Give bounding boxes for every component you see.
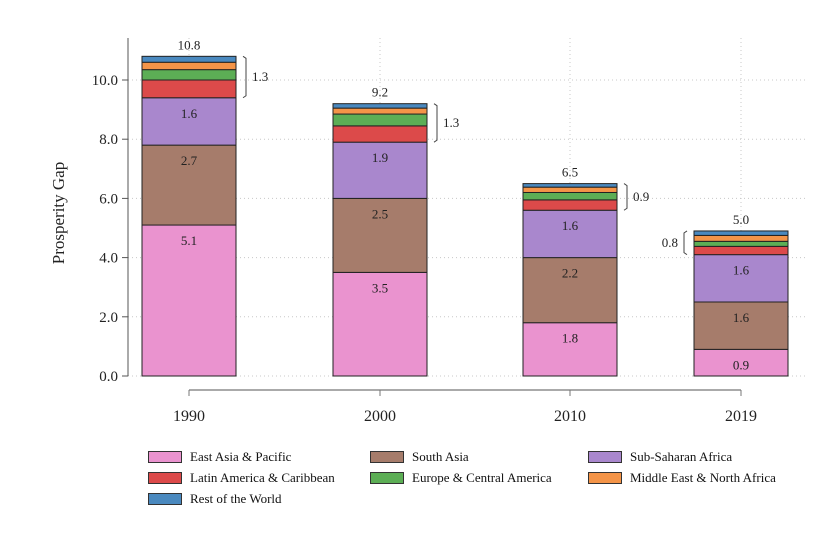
segment-label: 0.9	[733, 357, 749, 372]
bar-segment	[693, 234, 789, 242]
segment-label: 2.2	[562, 266, 578, 281]
bar-segment	[332, 107, 428, 115]
bracket-label: 1.3	[443, 115, 459, 130]
legend-label: Sub-Saharan Africa	[630, 448, 733, 464]
legend-label: Latin America & Caribbean	[190, 469, 335, 485]
bar-segment	[141, 61, 237, 71]
segment-label: 1.6	[733, 310, 750, 325]
y-tick-label: 2.0	[99, 310, 118, 326]
legend-item: East Asia & Pacific	[148, 449, 370, 465]
legend-label: Europe & Central America	[412, 469, 552, 485]
total-label: 9.2	[372, 85, 388, 100]
legend-swatch	[148, 492, 182, 505]
bracket	[683, 230, 688, 256]
bracket	[623, 183, 628, 211]
legend-swatch	[148, 450, 182, 463]
legend-label: South Asia	[412, 448, 469, 464]
total-label: 10.8	[178, 37, 201, 52]
y-tick-label: 10.0	[92, 73, 118, 89]
bar-segment	[522, 209, 618, 259]
bar-segment	[522, 186, 618, 193]
y-tick-label: 4.0	[99, 251, 118, 267]
axes-group: 0.0 2.0 4.0 6.0 8.0 10.0 1990 2000 2010 2019	[92, 38, 757, 425]
bar-segment	[141, 144, 237, 226]
bar-segment	[332, 125, 428, 143]
bar-segment	[522, 191, 618, 201]
legend-swatch	[370, 450, 404, 463]
x-tick-label: 2000	[364, 408, 396, 425]
bar-segment	[332, 103, 428, 109]
bar-segment	[522, 183, 618, 188]
segment-label: 1.6	[733, 263, 750, 278]
bar-segment	[141, 69, 237, 81]
segment-label: 1.9	[372, 150, 388, 165]
bar-segment	[332, 113, 428, 127]
bar-segment	[693, 230, 789, 236]
y-tick-label: 6.0	[99, 191, 118, 207]
segment-label: 5.1	[181, 233, 197, 248]
y-axis-title: Prosperity Gap	[49, 162, 68, 264]
segment-label: 2.5	[372, 206, 388, 221]
legend-item: Sub-Saharan Africa	[588, 449, 828, 465]
legend-item: South Asia	[370, 449, 588, 465]
bracket-label: 0.9	[633, 189, 649, 204]
total-label: 6.5	[562, 165, 578, 180]
segment-label: 1.6	[562, 218, 579, 233]
segment-label: 2.7	[181, 153, 198, 168]
bar-segment	[141, 97, 237, 146]
bar-segment	[332, 141, 428, 199]
legend-swatch	[370, 471, 404, 484]
y-tick-label: 8.0	[99, 132, 118, 148]
segment-label: 3.5	[372, 280, 388, 295]
legend-item: Middle East & North Africa	[588, 470, 828, 486]
bar-segment	[141, 79, 237, 99]
x-tick-label: 2010	[554, 408, 586, 425]
legend-item: Rest of the World	[148, 491, 370, 507]
bracket-label: 0.8	[662, 235, 678, 250]
legend-swatch	[148, 471, 182, 484]
legend: East Asia & Pacific South Asia Sub-Sahar…	[148, 446, 828, 509]
total-label: 5.0	[733, 212, 749, 227]
bar-segment	[332, 271, 428, 377]
segment-label: 1.6	[181, 106, 198, 121]
x-tick-label: 1990	[173, 408, 205, 425]
legend-label: Rest of the World	[190, 490, 282, 506]
bar-segment	[522, 199, 618, 211]
bar-segment	[693, 301, 789, 350]
legend-item: Europe & Central America	[370, 470, 588, 486]
legend-swatch	[588, 471, 622, 484]
data-labels-group: 5.1 2.7 1.6 10.8 1.3 3.5 2.5 1.9 9.2 1.3 1.8 2.2 1.6…	[178, 37, 750, 372]
bar-segment	[693, 245, 789, 256]
bracket-label: 1.3	[252, 69, 268, 84]
bar-segment	[522, 257, 618, 324]
legend-label: Middle East & North Africa	[630, 469, 776, 485]
bar-segment	[693, 348, 789, 377]
bar-segment	[522, 322, 618, 377]
x-tick-label: 2019	[725, 408, 757, 425]
bracket	[433, 103, 438, 143]
segment-label: 1.8	[562, 331, 578, 346]
bracket	[242, 55, 247, 99]
bar-segment	[141, 55, 237, 63]
bar-segment	[332, 197, 428, 273]
y-tick-label: 0.0	[99, 369, 118, 385]
bar-segment	[693, 240, 789, 247]
bar-segment	[141, 224, 237, 377]
legend-label: East Asia & Pacific	[190, 448, 292, 464]
legend-item: Latin America & Caribbean	[148, 470, 370, 486]
bars-group	[141, 55, 789, 377]
bar-segment	[693, 254, 789, 303]
legend-swatch	[588, 450, 622, 463]
